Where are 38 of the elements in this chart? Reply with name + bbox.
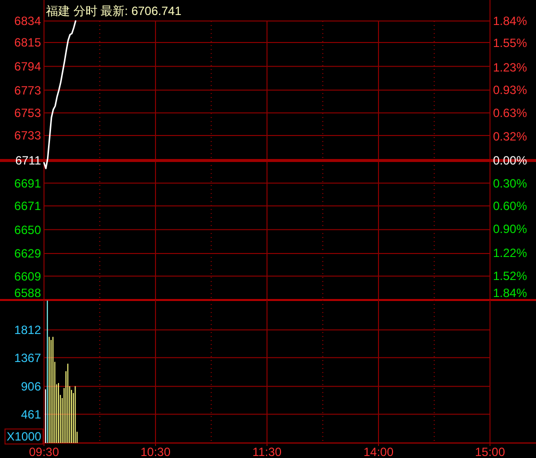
x-tick-label: 09:30 bbox=[28, 445, 60, 458]
x-tick-label: 10:30 bbox=[140, 445, 171, 458]
y-tick-label: 6691 bbox=[14, 176, 42, 190]
y-tick-label: 6773 bbox=[14, 83, 42, 98]
y-tick-label: 6609 bbox=[14, 269, 42, 284]
y-tick-label: 6711 bbox=[15, 154, 42, 168]
y-tick-label: 1367 bbox=[14, 350, 42, 365]
y2-tick-label: 0.60% bbox=[493, 199, 528, 214]
y-tick-label: 6794 bbox=[14, 60, 42, 74]
y2-tick-label: 1.52% bbox=[493, 268, 528, 283]
y-tick-label: 906 bbox=[20, 380, 42, 394]
y2-tick-label: 0.30% bbox=[493, 176, 528, 190]
y2-tick-label: 1.23% bbox=[493, 60, 528, 74]
y2-tick-label: 1.84% bbox=[493, 14, 528, 28]
axis-label-box: X1000 bbox=[4, 428, 44, 444]
y-tick-label: 6650 bbox=[14, 222, 42, 237]
y2-tick-label: 0.00% bbox=[493, 154, 528, 168]
y2-tick-label: 0.93% bbox=[493, 83, 528, 98]
chart-title: 福建 分时 最新: 6706.741 bbox=[46, 4, 182, 18]
y-tick-label: 6815 bbox=[14, 36, 42, 50]
x-tick-label: 14:00 bbox=[363, 445, 394, 458]
y-tick-label: 6588 bbox=[14, 286, 42, 300]
y-tick-label: 6733 bbox=[14, 128, 42, 143]
x-tick-label: 11:30 bbox=[252, 445, 282, 458]
y2-tick-label: 0.90% bbox=[493, 222, 528, 236]
line-series bbox=[43, 20, 76, 170]
y2-tick-label: 1.84% bbox=[493, 286, 528, 300]
y-tick-label: 461 bbox=[20, 407, 42, 422]
y2-tick-label: 1.55% bbox=[493, 36, 528, 50]
y-tick-label: 6753 bbox=[14, 106, 42, 120]
y2-tick-label: 0.32% bbox=[493, 129, 528, 144]
x-tick-label: 15:00 bbox=[474, 445, 506, 458]
y-tick-label: 6834 bbox=[14, 14, 42, 28]
y2-tick-label: 1.22% bbox=[493, 246, 528, 260]
y-tick-label: 6629 bbox=[14, 246, 42, 261]
y-tick-label: 1812 bbox=[14, 323, 42, 338]
y2-tick-label: 0.63% bbox=[493, 106, 528, 120]
y-tick-label: 6671 bbox=[14, 199, 42, 214]
